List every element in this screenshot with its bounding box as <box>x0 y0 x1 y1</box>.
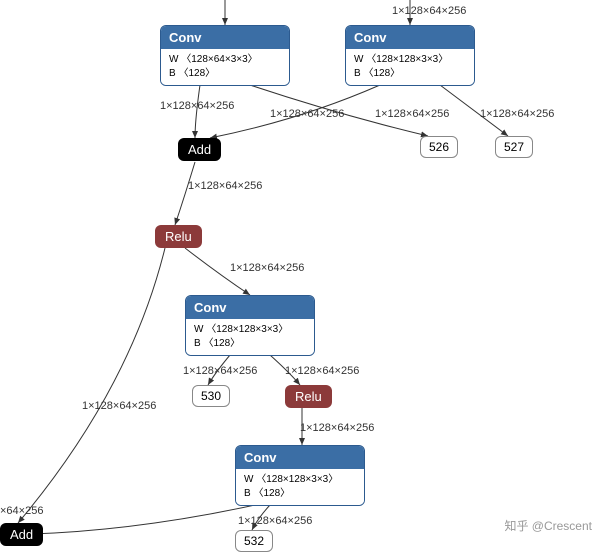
conv-header: Conv <box>161 26 289 49</box>
conv-node-2: Conv W 〈128×128×3×3〉 B 〈128〉 <box>345 25 475 86</box>
conv-node-3: Conv W 〈128×128×3×3〉 B 〈128〉 <box>185 295 315 356</box>
edge-label: 1×128×64×256 <box>230 262 304 274</box>
watermark: 知乎 @Crescent <box>504 517 592 534</box>
edge-label: 1×128×64×256 <box>300 422 374 434</box>
conv-b: B 〈128〉 <box>244 487 356 501</box>
conv-w: W 〈128×128×3×3〉 <box>354 53 466 67</box>
conv-w: W 〈128×64×3×3〉 <box>169 53 281 67</box>
edge-label: 1×128×64×256 <box>188 180 262 192</box>
edge-label: 1×128×64×256 <box>392 5 466 17</box>
edge-label: ×64×256 <box>0 505 43 517</box>
edge-label: 1×128×64×256 <box>480 108 554 120</box>
conv-body: W 〈128×64×3×3〉 B 〈128〉 <box>161 49 289 85</box>
conv-node-4: Conv W 〈128×128×3×3〉 B 〈128〉 <box>235 445 365 506</box>
tensor-node-526: 526 <box>420 136 458 158</box>
edge-label: 1×128×64×256 <box>183 365 257 377</box>
conv-b: B 〈128〉 <box>354 67 466 81</box>
edge-label: 1×128×64×256 <box>375 108 449 120</box>
conv-header: Conv <box>236 446 364 469</box>
conv-w: W 〈128×128×3×3〉 <box>194 323 306 337</box>
edge-label: 1×128×64×256 <box>160 100 234 112</box>
tensor-node-527: 527 <box>495 136 533 158</box>
conv-node-1: Conv W 〈128×64×3×3〉 B 〈128〉 <box>160 25 290 86</box>
tensor-node-532: 532 <box>235 530 273 552</box>
relu-node-1: Relu <box>155 225 202 248</box>
conv-body: W 〈128×128×3×3〉 B 〈128〉 <box>236 469 364 505</box>
conv-w: W 〈128×128×3×3〉 <box>244 473 356 487</box>
add-node-2: Add <box>0 523 43 546</box>
add-node-1: Add <box>178 138 221 161</box>
tensor-node-530: 530 <box>192 385 230 407</box>
conv-header: Conv <box>186 296 314 319</box>
edge-label: 1×128×64×256 <box>285 365 359 377</box>
relu-node-2: Relu <box>285 385 332 408</box>
conv-body: W 〈128×128×3×3〉 B 〈128〉 <box>186 319 314 355</box>
edge-label: 1×128×64×256 <box>238 515 312 527</box>
conv-header: Conv <box>346 26 474 49</box>
edge-label: 1×128×64×256 <box>270 108 344 120</box>
conv-body: W 〈128×128×3×3〉 B 〈128〉 <box>346 49 474 85</box>
edge-label: 1×128×64×256 <box>82 400 156 412</box>
conv-b: B 〈128〉 <box>169 67 281 81</box>
conv-b: B 〈128〉 <box>194 337 306 351</box>
